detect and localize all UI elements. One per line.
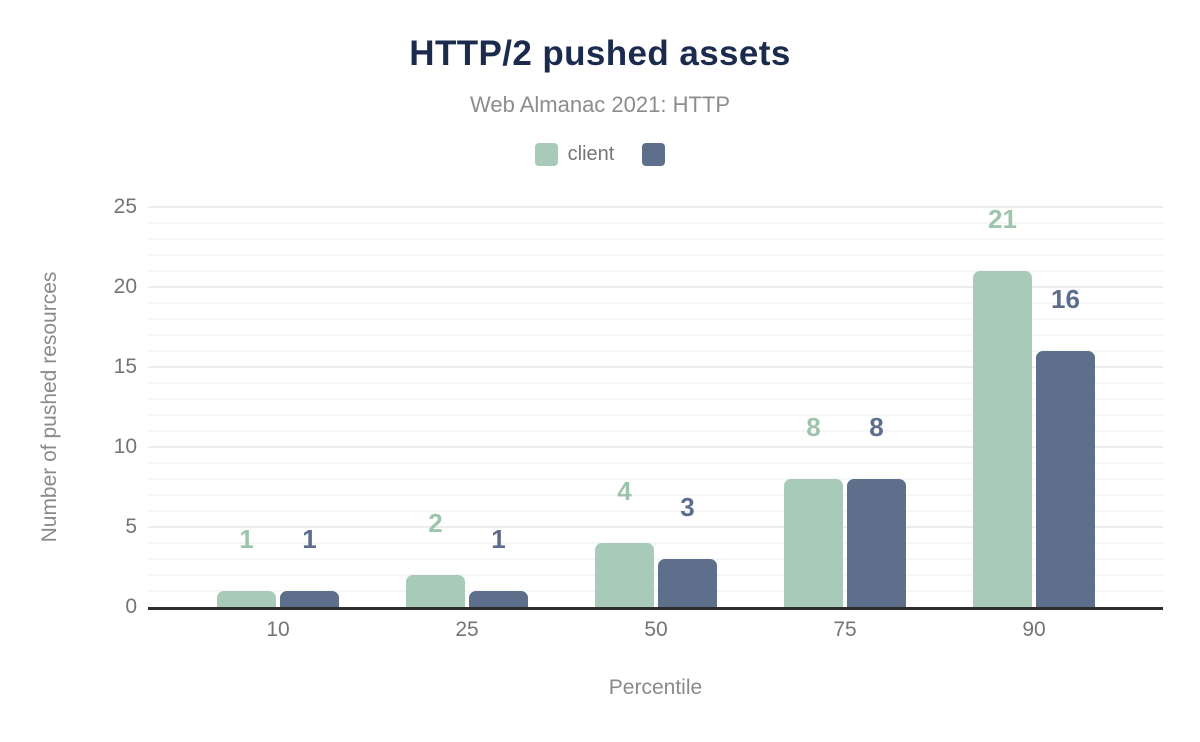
bar-value-label: 1: [302, 524, 317, 554]
x-tick-label: 90: [1022, 618, 1046, 641]
bar-client-p10[interactable]: [217, 591, 276, 607]
plot-area: 1 1 2 1 4 3 8 8 21 16: [148, 204, 1163, 610]
y-tick-label: 0: [125, 595, 137, 618]
gridline-minor: [148, 254, 1163, 256]
gridline-minor: [148, 494, 1163, 496]
y-tick-label: 5: [125, 515, 137, 538]
bar-value-label: 1: [491, 524, 506, 554]
gridline-minor: [148, 334, 1163, 336]
x-axis-title: Percentile: [608, 676, 703, 699]
legend: client: [0, 143, 1200, 166]
gridline-minor: [148, 542, 1163, 544]
bar-value-label: 16: [1051, 284, 1080, 314]
bar-value-label: 1: [239, 524, 254, 554]
legend-item-series2[interactable]: [642, 143, 666, 166]
bar-value-label: 21: [988, 204, 1017, 234]
bar-value-label: 4: [617, 476, 632, 506]
gridline-minor: [148, 430, 1163, 432]
bar-series2-p25[interactable]: [469, 591, 528, 607]
legend-swatch-icon: [642, 143, 666, 166]
y-tick-label: 10: [113, 435, 137, 458]
y-tick-label: 25: [113, 195, 137, 218]
gridline-minor: [148, 414, 1163, 416]
gridline-minor: [148, 590, 1163, 592]
gridline-minor: [148, 222, 1163, 224]
bar-client-p75[interactable]: [784, 479, 843, 607]
gridline-minor: [148, 270, 1163, 272]
bar-series2-p10[interactable]: [280, 591, 339, 607]
gridline-major: [148, 526, 1163, 528]
x-tick-label: 50: [644, 618, 668, 641]
bar-value-label: 2: [428, 508, 443, 538]
bar-value-label: 8: [806, 412, 821, 442]
bar-value-label: 3: [680, 492, 695, 522]
bar-client-p90[interactable]: [973, 271, 1032, 607]
gridline-minor: [148, 510, 1163, 512]
x-tick-label: 25: [455, 618, 479, 641]
y-tick-label: 20: [113, 275, 137, 298]
legend-item-client[interactable]: client: [534, 143, 615, 166]
y-axis-ticks: 0 5 10 15 20 25: [0, 195, 137, 618]
bar-client-p50[interactable]: [595, 543, 654, 607]
gridline-minor: [148, 238, 1163, 240]
gridline-minor: [148, 558, 1163, 560]
gridline-minor: [148, 478, 1163, 480]
bar-series2-p90[interactable]: [1036, 351, 1095, 607]
gridline-major: [148, 446, 1163, 448]
x-tick-label: 75: [833, 618, 857, 641]
bar-series2-p50[interactable]: [658, 559, 717, 607]
y-tick-label: 15: [113, 355, 137, 378]
gridline-major: [148, 366, 1163, 368]
gridline-minor: [148, 318, 1163, 320]
legend-label: client: [567, 143, 615, 165]
gridline-major: [148, 286, 1163, 288]
bar-value-label: 8: [869, 412, 884, 442]
bar-series2-p75[interactable]: [847, 479, 906, 607]
gridline-minor: [148, 462, 1163, 464]
x-tick-label: 10: [266, 618, 290, 641]
gridline-minor: [148, 574, 1163, 576]
gridline-minor: [148, 382, 1163, 384]
gridline-minor: [148, 302, 1163, 304]
gridline-minor: [148, 350, 1163, 352]
legend-swatch-icon: [534, 143, 558, 166]
bar-client-p25[interactable]: [406, 575, 465, 607]
chart-title: HTTP/2 pushed assets: [409, 34, 791, 73]
chart-subtitle: Web Almanac 2021: HTTP: [469, 92, 731, 117]
gridline-minor: [148, 398, 1163, 400]
gridline-major: [148, 206, 1163, 208]
x-axis-ticks: 10 25 50 75 90: [148, 618, 1163, 648]
